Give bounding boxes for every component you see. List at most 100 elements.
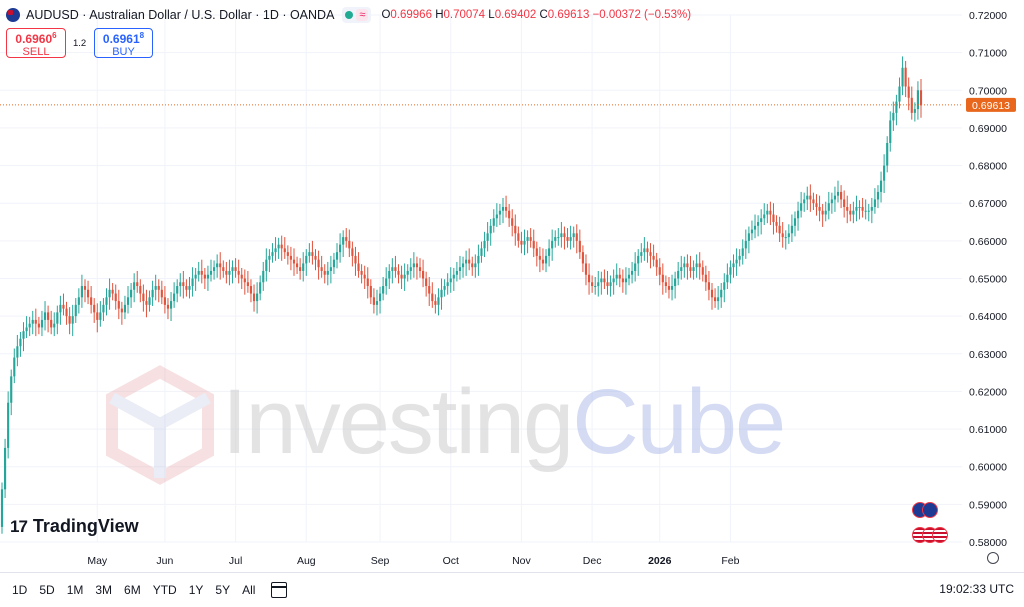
candle-body	[74, 304, 77, 317]
candle-body	[0, 489, 4, 527]
y-tick-label: 0.72000	[969, 10, 1007, 22]
candle-body	[314, 255, 317, 260]
time-axis: May Jun Jul Aug Sep Oct Nov Dec 2026 Feb	[87, 555, 739, 567]
candle-body	[19, 338, 22, 347]
au-event-flag-icon-2[interactable]	[922, 502, 938, 518]
candle-body	[209, 270, 213, 275]
candle-body	[375, 301, 379, 305]
candle-body	[849, 210, 852, 215]
candle-body	[443, 286, 446, 290]
close-value: 0.69613	[547, 9, 590, 21]
candle-body	[904, 67, 907, 87]
candle-body	[766, 210, 769, 215]
candle-body	[468, 259, 471, 264]
utc-clock[interactable]: 19:02:33 UTC	[939, 582, 1014, 596]
tf-5d[interactable]: 5D	[39, 583, 55, 597]
candle-body	[710, 289, 714, 298]
candle-body	[566, 237, 569, 241]
tf-1d[interactable]: 1D	[12, 583, 28, 597]
candle-body	[77, 297, 80, 305]
candle-body	[790, 225, 793, 234]
spread-value: 1.2	[73, 38, 87, 49]
settings-gear-icon[interactable]	[987, 552, 999, 564]
candle-body	[840, 191, 843, 200]
candle-body	[458, 267, 462, 271]
tf-1m[interactable]: 1M	[66, 583, 84, 597]
buy-button[interactable]: 0.69618 BUY	[94, 28, 153, 58]
tf-3m[interactable]: 3M	[95, 583, 113, 597]
candle-body	[465, 259, 468, 264]
candle-body	[916, 90, 920, 110]
tf-6m[interactable]: 6M	[124, 583, 141, 597]
sell-price-main: 0.6960	[15, 32, 53, 46]
candle-body	[185, 286, 188, 290]
candle-body	[40, 319, 44, 328]
candle-body	[268, 255, 271, 260]
buy-price-pip: 8	[139, 31, 145, 40]
sell-label: SELL	[22, 46, 50, 58]
candle-body	[674, 278, 677, 287]
symbol-title[interactable]: AUDUSD · Australian Dollar / U.S. Dollar…	[26, 8, 335, 22]
tf-all[interactable]: All	[242, 583, 256, 597]
candle-body	[867, 210, 870, 212]
candle-body	[698, 263, 701, 268]
candle-body	[335, 252, 339, 260]
candle-body	[624, 278, 628, 283]
tradingview-logo[interactable]: 17 TradingView	[10, 516, 139, 537]
candle-body	[292, 259, 296, 264]
svg-text:0.69613: 0.69613	[972, 100, 1010, 112]
au-flag-icon	[6, 8, 20, 22]
tf-5y[interactable]: 5Y	[215, 583, 231, 597]
candle-body	[59, 304, 62, 313]
candle-body	[289, 255, 292, 260]
candle-body	[391, 267, 394, 271]
sell-button[interactable]: 0.69606 SELL	[6, 28, 66, 58]
candle-body	[256, 293, 259, 302]
candle-body	[824, 210, 827, 215]
candle-body	[363, 274, 366, 279]
timeframe-toolbar: 1D 5D 1M 3M 6M YTD 1Y 5Y All	[0, 572, 1024, 607]
status-pill[interactable]: ≈	[342, 7, 372, 23]
candle-body	[873, 199, 876, 207]
candle-body	[526, 237, 529, 241]
open-value: 0.69966	[390, 9, 432, 21]
candle-body	[532, 240, 535, 249]
candle-body	[627, 274, 631, 279]
candle-body	[713, 297, 717, 302]
candle-body	[440, 289, 443, 298]
events-flags[interactable]	[912, 502, 948, 548]
candle-body	[166, 304, 170, 309]
candle-body	[800, 203, 803, 211]
candle-body	[646, 248, 649, 253]
calendar-range-icon[interactable]	[270, 582, 288, 598]
candle-body	[775, 222, 778, 226]
candle-body	[434, 301, 437, 305]
candle-body	[864, 210, 867, 212]
candle-body	[584, 263, 588, 275]
candle-body	[357, 263, 360, 271]
candle-body	[133, 282, 136, 290]
candle-body	[898, 86, 901, 102]
candle-body	[403, 274, 406, 279]
candle-body	[83, 286, 87, 290]
last-price-label: 0.69613	[966, 97, 1016, 112]
wave-icon: ≈	[356, 9, 369, 21]
candle-body	[655, 259, 658, 268]
candle-body	[148, 297, 151, 305]
candle-body	[428, 286, 431, 294]
candle-body	[892, 112, 895, 121]
y-tick-label: 0.64000	[969, 311, 1007, 323]
candle-body	[784, 237, 787, 239]
candle-body	[188, 286, 191, 290]
tf-ytd[interactable]: YTD	[152, 583, 177, 597]
tf-1y[interactable]: 1Y	[188, 583, 204, 597]
us-event-flag-icon-3[interactable]	[932, 527, 948, 543]
candle-body	[323, 270, 326, 275]
candle-body	[793, 218, 797, 226]
candle-body	[406, 270, 409, 275]
candle-body	[603, 278, 606, 283]
low-key: L	[488, 9, 495, 21]
candle-body	[415, 263, 419, 268]
candle-body	[474, 263, 477, 268]
